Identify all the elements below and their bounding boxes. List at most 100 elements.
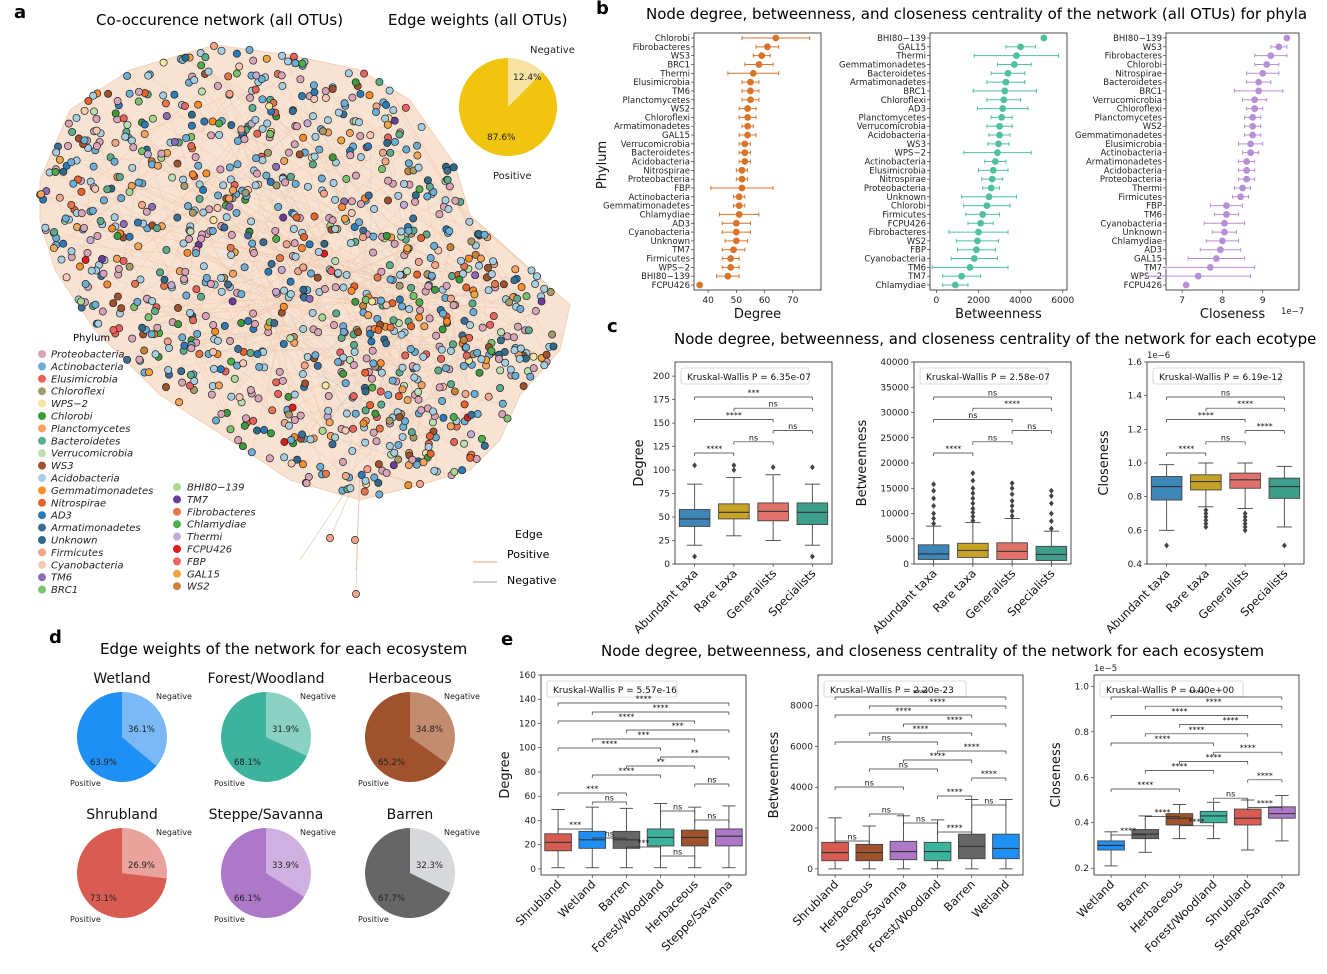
- network-node: [457, 256, 465, 265]
- network-node: [503, 332, 512, 341]
- network-node: [446, 243, 455, 252]
- network-node: [366, 329, 375, 338]
- network-edge: [185, 57, 476, 276]
- chart-e-betweenness: 02000400060008000BetweennessShrublandHer…: [767, 674, 1024, 955]
- data-point: [1194, 272, 1202, 280]
- data-point: [696, 281, 704, 289]
- data-point: [744, 105, 752, 112]
- network-node: [385, 442, 394, 451]
- network-node: [423, 192, 432, 201]
- data-point: [958, 272, 966, 280]
- network-node: [89, 162, 98, 171]
- network-node: [416, 480, 424, 488]
- network-node: [307, 269, 315, 278]
- network-node: [235, 393, 244, 402]
- outlier: [1203, 510, 1209, 517]
- network-node: [99, 196, 108, 205]
- network-node: [209, 348, 218, 357]
- data-point: [966, 263, 974, 271]
- tick-label: 100: [519, 744, 536, 754]
- network-node: [439, 309, 447, 318]
- pie-negative-pct: 26.9%: [128, 861, 155, 871]
- network-edge: [55, 107, 253, 246]
- network-node: [406, 345, 415, 354]
- network-node: [143, 150, 152, 159]
- significance-label: ****: [947, 716, 963, 725]
- panel-a-label: a: [14, 2, 26, 23]
- data-point: [1243, 175, 1251, 183]
- network-node: [398, 432, 407, 441]
- network-node: [173, 159, 182, 168]
- network-node: [209, 321, 218, 329]
- data-point: [1267, 52, 1275, 60]
- network-node: [413, 141, 421, 150]
- tick-label: 40000: [880, 358, 909, 368]
- outlier: [970, 495, 976, 502]
- network-node: [193, 329, 202, 338]
- network-node: [159, 91, 168, 100]
- data-point: [755, 61, 763, 68]
- network-node: [209, 216, 218, 225]
- network-edge: [462, 335, 547, 355]
- network-node: [80, 223, 88, 232]
- significance-label: ns: [707, 776, 716, 785]
- network-node: [491, 280, 499, 288]
- category-label: TM6: [907, 263, 926, 273]
- offset-label: 1e−6: [1147, 351, 1170, 361]
- network-node: [55, 193, 64, 202]
- category-label: Wetland: [555, 877, 598, 920]
- network-node: [219, 181, 228, 190]
- network-node: [279, 213, 288, 222]
- network-node: [438, 397, 447, 405]
- network-node: [314, 328, 323, 337]
- outlier: [1203, 517, 1209, 524]
- network-node: [247, 448, 256, 457]
- network-node: [372, 437, 381, 446]
- network-node: [125, 187, 134, 196]
- network-node: [240, 135, 249, 144]
- network-node: [449, 301, 458, 310]
- network-node: [242, 414, 250, 423]
- network-node: [112, 254, 121, 263]
- network-node: [154, 161, 162, 170]
- network-node: [199, 262, 208, 271]
- axes-frame: [674, 361, 833, 565]
- network-node: [80, 106, 89, 115]
- network-node: [272, 234, 281, 243]
- category-label: FBP: [910, 246, 926, 256]
- network-edge: [148, 294, 475, 318]
- network-node: [513, 322, 522, 331]
- network-node: [432, 331, 441, 340]
- network-node: [271, 226, 280, 235]
- tick-label: 8: [1220, 296, 1226, 306]
- network-node: [258, 124, 267, 133]
- network-node: [416, 306, 425, 315]
- network-edge: [76, 156, 196, 161]
- network-node: [350, 341, 358, 349]
- network-node: [341, 379, 350, 388]
- network-node: [249, 249, 258, 257]
- network-node: [228, 297, 237, 306]
- network-node: [111, 109, 120, 118]
- network-node: [98, 255, 106, 263]
- network-node: [272, 181, 281, 190]
- category-label: Thermi: [895, 52, 926, 62]
- tick-label: 160: [519, 671, 536, 681]
- category-label: Gemmatimonadetes: [603, 202, 691, 212]
- network-node: [227, 250, 236, 259]
- network-edge: [217, 195, 366, 443]
- network-node: [68, 127, 77, 136]
- category-label: Chlorobi: [891, 202, 926, 212]
- category-label: BHI80−139: [877, 34, 926, 44]
- network-node: [349, 392, 358, 401]
- pie-edge-weights-all: [459, 58, 557, 156]
- network-node: [213, 336, 222, 345]
- pie-negative-label: Negative: [156, 828, 192, 837]
- network-node: [394, 191, 403, 200]
- network-node: [194, 161, 203, 170]
- data-point: [1004, 69, 1012, 77]
- panel-d-title: Edge weights of the network for each eco…: [100, 640, 467, 658]
- network-node: [140, 346, 149, 355]
- network-node: [77, 187, 86, 196]
- data-point: [1040, 34, 1048, 42]
